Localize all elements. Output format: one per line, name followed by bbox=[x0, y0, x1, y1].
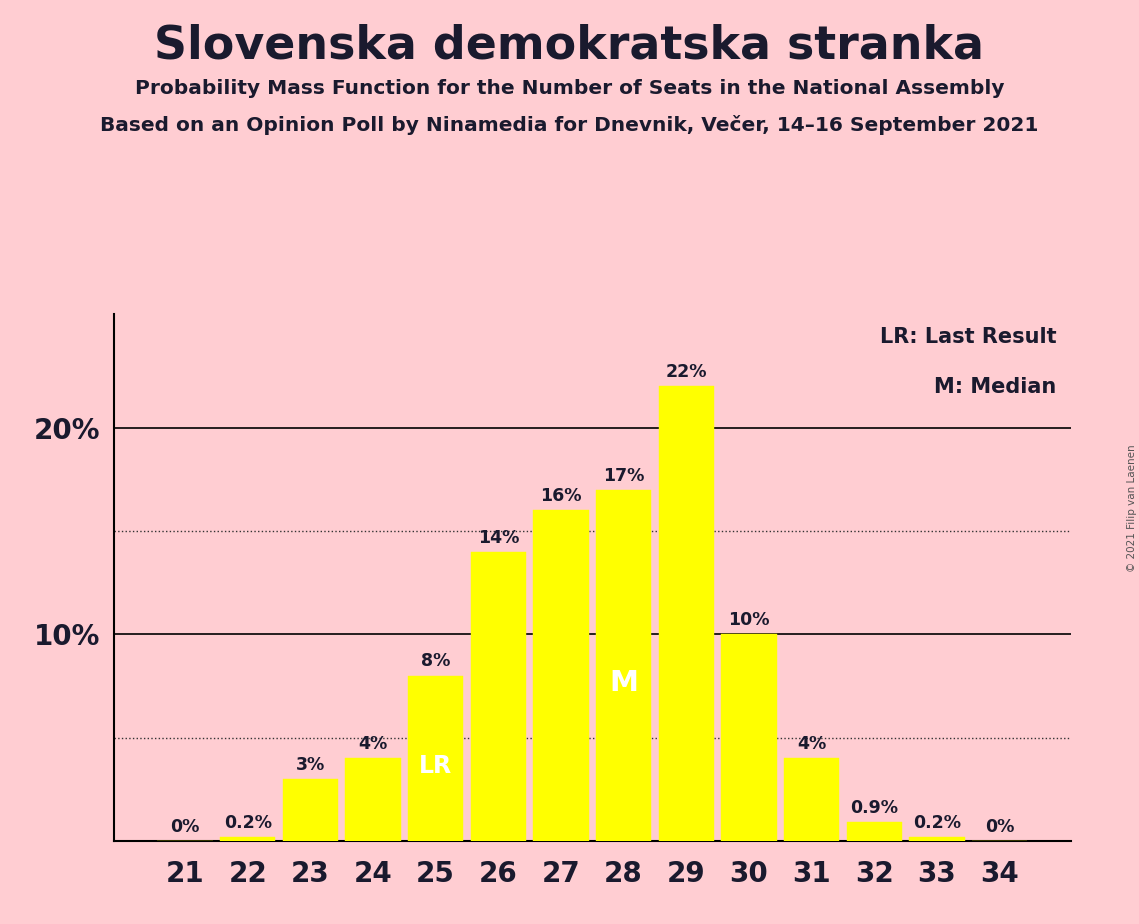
Text: 0.9%: 0.9% bbox=[851, 799, 899, 817]
Bar bbox=[533, 510, 589, 841]
Text: 0%: 0% bbox=[170, 818, 199, 835]
Text: 10%: 10% bbox=[728, 611, 770, 629]
Text: 4%: 4% bbox=[359, 736, 387, 753]
Bar bbox=[282, 779, 338, 841]
Text: 0%: 0% bbox=[985, 818, 1015, 835]
Text: 14%: 14% bbox=[477, 529, 519, 546]
Text: © 2021 Filip van Laenen: © 2021 Filip van Laenen bbox=[1126, 444, 1137, 572]
Text: LR: LR bbox=[419, 755, 452, 779]
Text: 3%: 3% bbox=[296, 756, 325, 773]
Text: 17%: 17% bbox=[603, 467, 645, 484]
Text: 0.2%: 0.2% bbox=[223, 813, 271, 832]
Text: M: Median: M: Median bbox=[934, 377, 1056, 397]
Bar bbox=[345, 759, 401, 841]
Bar bbox=[784, 759, 839, 841]
Bar bbox=[596, 490, 652, 841]
Bar bbox=[658, 386, 714, 841]
Text: 16%: 16% bbox=[540, 487, 582, 505]
Text: Based on an Opinion Poll by Ninamedia for Dnevnik, Večer, 14–16 September 2021: Based on an Opinion Poll by Ninamedia fo… bbox=[100, 115, 1039, 135]
Text: 0.2%: 0.2% bbox=[913, 813, 961, 832]
Text: Probability Mass Function for the Number of Seats in the National Assembly: Probability Mass Function for the Number… bbox=[134, 79, 1005, 98]
Bar bbox=[846, 822, 902, 841]
Text: 22%: 22% bbox=[665, 363, 707, 382]
Bar bbox=[470, 552, 526, 841]
Text: 4%: 4% bbox=[797, 736, 826, 753]
Bar bbox=[721, 634, 777, 841]
Text: 8%: 8% bbox=[421, 652, 450, 671]
Bar bbox=[408, 675, 464, 841]
Bar bbox=[909, 837, 965, 841]
Text: Slovenska demokratska stranka: Slovenska demokratska stranka bbox=[155, 23, 984, 68]
Bar bbox=[220, 837, 276, 841]
Text: LR: Last Result: LR: Last Result bbox=[879, 327, 1056, 347]
Text: M: M bbox=[609, 669, 638, 697]
